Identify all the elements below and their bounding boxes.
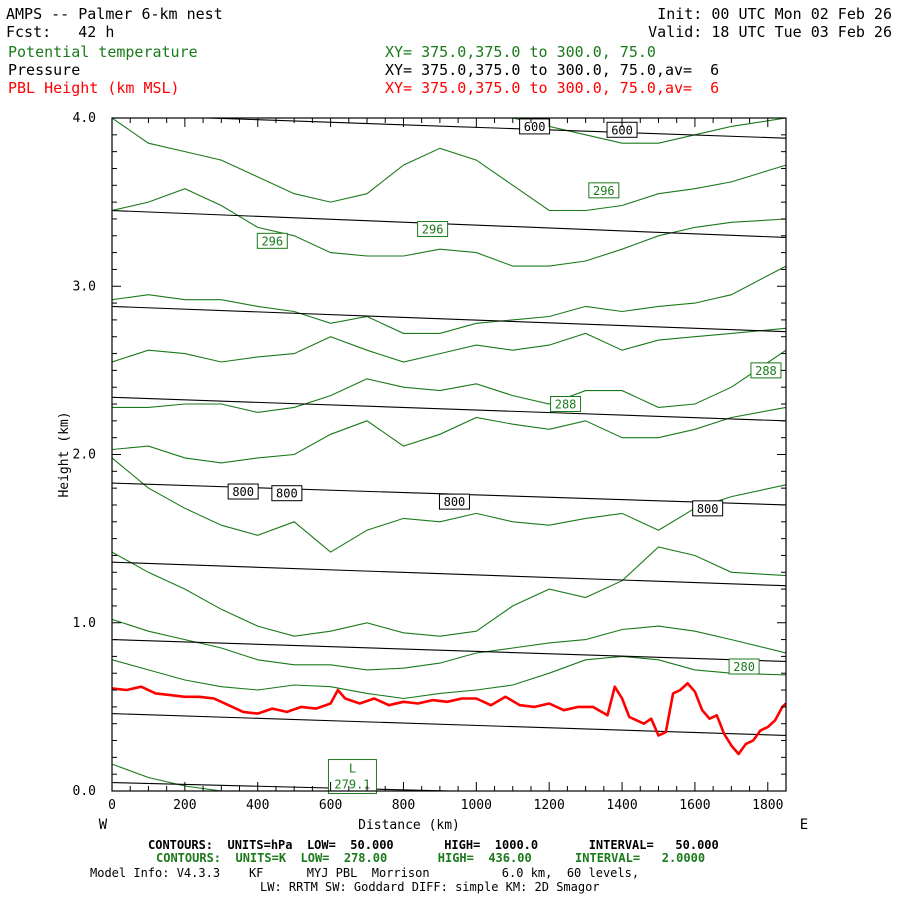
- theta-label-2: 296: [256, 232, 288, 249]
- product-title: AMPS -- Palmer 6-km nest: [6, 5, 223, 23]
- theta-contours: [112, 118, 786, 791]
- theta-low-value: 279.1: [334, 778, 370, 792]
- theta-isentrope-2: [112, 618, 786, 671]
- pressure-contours: [112, 118, 786, 791]
- isobar-750: [112, 396, 786, 422]
- isobar-label-4-text: 800: [444, 495, 466, 509]
- isobar-label-5-box: [692, 500, 724, 517]
- theta-low-box: [327, 759, 377, 795]
- theta-label-1: 296: [417, 221, 449, 238]
- theta-low-letter: L: [349, 762, 356, 776]
- isobar-label-2-box: [227, 483, 259, 500]
- y-tick-label: 1.0: [73, 616, 96, 631]
- isobar-label-2: 800: [227, 483, 259, 500]
- theta-isentrope-6: [112, 349, 786, 413]
- theta-isentrope-9: [112, 188, 786, 267]
- x-tick-label: 200: [173, 798, 196, 813]
- forecast-hour: Fcst: 42 h: [6, 23, 115, 41]
- field-pressure-xy: XY= 375.0,375.0 to 300.0, 75.0,av= 6: [385, 61, 720, 79]
- x-tick-label: 1000: [461, 798, 492, 813]
- init-time: Init: 00 UTC Mon 02 Feb 26: [657, 5, 892, 23]
- theta-isentrope-8: [112, 265, 786, 334]
- footer-theta-contours: CONTOURS: UNITS=K LOW= 278.00 HIGH= 436.…: [156, 851, 706, 865]
- field-theta-xy: XY= 375.0,375.0 to 300.0, 75.0: [385, 43, 656, 61]
- footer-pressure-contours: CONTOURS: UNITS=hPa LOW= 50.000 HIGH= 10…: [148, 838, 719, 852]
- isobar-900: [112, 639, 786, 662]
- x-tick-label: 400: [246, 798, 269, 813]
- footer-physics-info: LW: RRTM SW: Goddard DIFF: simple KM: 2D…: [260, 880, 600, 894]
- isobar-700: [112, 305, 786, 333]
- theta-isentrope-7: [112, 327, 786, 363]
- pbl-height-line: [112, 681, 786, 756]
- isobar-850: [112, 561, 786, 587]
- theta-label-4-box: [550, 396, 582, 413]
- theta-isentrope-5: [112, 406, 786, 464]
- theta-label-0-box: [588, 182, 620, 199]
- pbl-height-series: [112, 681, 786, 756]
- x-tick-label: 800: [392, 798, 415, 813]
- field-pressure-name: Pressure: [8, 61, 81, 79]
- field-pbl-xy: XY= 375.0,375.0 to 300.0, 75.0,av= 6: [385, 79, 720, 97]
- x-tick-label: 1200: [534, 798, 565, 813]
- y-tick-label: 0.0: [73, 784, 96, 799]
- theta-label-1-text: 296: [422, 223, 444, 237]
- valid-time: Valid: 18 UTC Tue 03 Feb 26: [648, 23, 892, 41]
- isobar-label-0: 600: [519, 118, 551, 135]
- isobar-label-3: 800: [271, 485, 303, 502]
- theta-label-0-text: 296: [593, 184, 615, 198]
- x-tick-label: 1400: [606, 798, 637, 813]
- east-end-label: E: [800, 817, 808, 833]
- axes: 0 200 400 600 800 1000 1200 1400 1600 1800 0.0 1.0 2…: [57, 111, 808, 833]
- theta-label-5: 280: [728, 658, 760, 675]
- y-tick-label: 2.0: [73, 448, 96, 463]
- isobar-label-0-text: 600: [524, 120, 546, 134]
- isobar-label-4: 800: [438, 493, 470, 510]
- x-axis-label: Distance (km): [358, 818, 460, 833]
- isobar-label-4-box: [438, 493, 470, 510]
- theta-label-5-box: [728, 658, 760, 675]
- isobar-label-3-box: [271, 485, 303, 502]
- isobar-1000: [112, 782, 472, 791]
- isobar-label-2-text: 800: [232, 485, 254, 499]
- theta-label-2-box: [256, 232, 288, 249]
- theta-label-4-text: 288: [555, 398, 577, 412]
- west-end-label: W: [99, 817, 108, 833]
- y-tick-label: 4.0: [73, 111, 96, 126]
- theta-label-0: 296: [588, 182, 620, 199]
- theta-isentrope-1: [112, 655, 786, 700]
- theta-isentrope-3: [112, 546, 786, 637]
- theta-label-3-box: [750, 362, 782, 379]
- isobar-label-5-text: 800: [697, 502, 719, 516]
- x-tick-label: 1800: [752, 798, 783, 813]
- theta-label-4: 288: [550, 396, 582, 413]
- isobar-950: [112, 713, 786, 737]
- theta-label-3: 288: [750, 362, 782, 379]
- theta-isentrope-10: [112, 118, 786, 212]
- theta-label-5-text: 280: [733, 660, 755, 674]
- field-pbl-name: PBL Height (km MSL): [8, 79, 180, 97]
- x-tick-label: 600: [319, 798, 342, 813]
- contour-labels: 600 600 800 800 800 800 296 296 296 288 288 280 L 279…: [227, 118, 782, 795]
- isobar-label-5: 800: [692, 500, 724, 517]
- field-theta-name: Potential temperature: [8, 43, 198, 61]
- x-tick-label: 1600: [679, 798, 710, 813]
- theta-isentrope-11: [364, 118, 786, 144]
- isobar-label-1-text: 600: [611, 123, 633, 137]
- theta-label-3-text: 288: [755, 364, 777, 378]
- isobar-label-3-text: 800: [276, 487, 298, 501]
- footer-model-info: Model Info: V4.3.3 KF MYJ PBL Morrison 6…: [90, 866, 640, 880]
- theta-label-2-text: 296: [261, 234, 283, 248]
- y-tick-label: 3.0: [73, 279, 96, 294]
- x-tick-label: 0: [108, 798, 116, 813]
- y-axis-label: Height (km): [57, 411, 72, 497]
- plot-frame: [111, 117, 787, 792]
- isobar-650: [112, 209, 786, 239]
- theta-isentrope-4: [112, 457, 786, 553]
- theta-label-1-box: [417, 221, 449, 238]
- theta-low-marker: L 279.1: [327, 759, 377, 795]
